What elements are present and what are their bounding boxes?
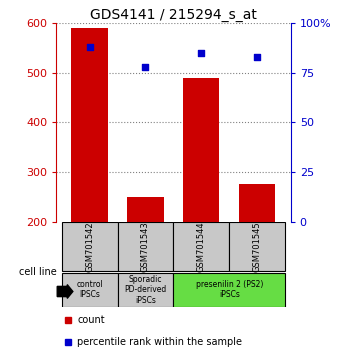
Text: percentile rank within the sample: percentile rank within the sample [77, 337, 242, 347]
Bar [62, 222, 118, 271]
Bar [118, 273, 173, 307]
Point [143, 64, 148, 69]
Bar [183, 78, 220, 222]
Bar [239, 184, 275, 222]
Bar [229, 222, 285, 271]
Text: GSM701544: GSM701544 [197, 221, 206, 272]
Point [254, 54, 260, 59]
Point [199, 50, 204, 56]
Point [87, 44, 92, 50]
Bar [118, 222, 173, 271]
Text: control
IPSCs: control IPSCs [76, 280, 103, 299]
FancyArrow shape [57, 285, 73, 298]
Text: GSM701542: GSM701542 [85, 221, 94, 272]
Bar [173, 222, 229, 271]
Text: count: count [77, 315, 105, 325]
Text: presenilin 2 (PS2)
iPSCs: presenilin 2 (PS2) iPSCs [195, 280, 263, 299]
Text: Sporadic
PD-derived
iPSCs: Sporadic PD-derived iPSCs [124, 275, 167, 305]
Bar [173, 273, 285, 307]
Text: cell line: cell line [19, 267, 57, 277]
Bar [62, 273, 118, 307]
Text: GSM701543: GSM701543 [141, 221, 150, 272]
Bar [71, 28, 108, 222]
Bar [127, 197, 164, 222]
Title: GDS4141 / 215294_s_at: GDS4141 / 215294_s_at [90, 8, 257, 22]
Text: GSM701545: GSM701545 [253, 221, 262, 272]
